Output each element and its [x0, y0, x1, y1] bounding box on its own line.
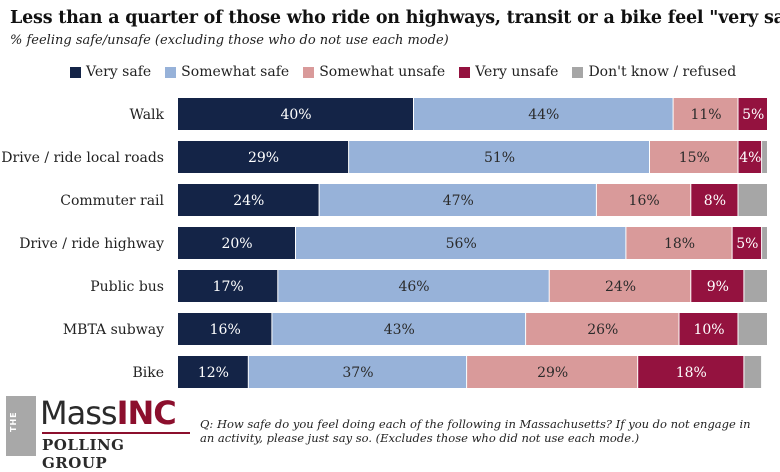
value-label: 43% [384, 322, 415, 338]
value-label: 12% [198, 365, 229, 381]
legend-swatch [572, 66, 584, 78]
bar-segment [638, 356, 744, 388]
bar-segment [319, 184, 596, 216]
category-label: Drive / ride highway [19, 236, 164, 252]
legend-swatch [459, 66, 471, 78]
logo-rule [42, 432, 190, 434]
value-label: 20% [221, 236, 252, 252]
value-label: 9% [707, 279, 729, 295]
bar-segment [691, 270, 744, 302]
bar-segment [526, 313, 679, 345]
legend: Very safe Somewhat safe Somewhat unsafe Ver… [70, 62, 750, 82]
value-label: 11% [690, 107, 721, 123]
value-label: 17% [213, 279, 244, 295]
value-label: 29% [248, 150, 279, 166]
chart-subtitle: % feeling safe/unsafe (excluding those w… [10, 33, 449, 48]
legend-label: Somewhat unsafe [319, 64, 446, 80]
legend-label: Somewhat safe [181, 64, 290, 80]
bar-segment [762, 141, 767, 173]
value-label: 40% [280, 107, 311, 123]
legend-label: Very safe [86, 64, 152, 80]
value-label: 46% [398, 279, 429, 295]
legend-label: Don't know / refused [588, 64, 737, 80]
bar-segment [691, 184, 738, 216]
bar-segment [679, 313, 738, 345]
value-label: 24% [233, 193, 264, 209]
category-label: Walk [130, 107, 165, 123]
value-label: 4% [739, 150, 761, 166]
bar-segment [596, 184, 691, 216]
bar-segment [272, 313, 526, 345]
value-label: 18% [664, 236, 695, 252]
value-label: 5% [736, 236, 758, 252]
category-label: MBTA subway [63, 322, 164, 338]
logo-mass: Mass [40, 394, 118, 432]
legend-item: Somewhat unsafe [303, 64, 445, 80]
legend-swatch [165, 66, 177, 78]
category-label: Public bus [90, 279, 164, 295]
value-label: 16% [629, 193, 660, 209]
legend-label: Very unsafe [475, 64, 559, 80]
bar-segment [178, 270, 278, 302]
bar-segment [673, 98, 738, 130]
logo-inc: INC [116, 394, 177, 432]
legend-item: Very unsafe [459, 64, 558, 80]
value-label: 47% [443, 193, 474, 209]
legend-swatch [303, 66, 315, 78]
value-label: 15% [679, 150, 710, 166]
value-label: 29% [537, 365, 568, 381]
value-label: 16% [210, 322, 241, 338]
bar-segment [349, 141, 649, 173]
bar-segment [744, 270, 767, 302]
value-label: 51% [484, 150, 515, 166]
bar-segment [738, 98, 767, 130]
logo-subtitle: POLLING GROUP [42, 436, 125, 472]
category-label: Bike [132, 365, 164, 381]
bar-segment [650, 141, 738, 173]
legend-item: Don't know / refused [572, 64, 736, 80]
bar-segment [414, 98, 673, 130]
value-label: 44% [528, 107, 559, 123]
value-label: 10% [693, 322, 724, 338]
category-label: Commuter rail [60, 193, 164, 209]
value-label: 5% [742, 107, 764, 123]
bar-segment [278, 270, 549, 302]
value-label: 37% [342, 365, 373, 381]
value-label: 24% [605, 279, 636, 295]
legend-item: Very safe [70, 64, 151, 80]
bar-segment [738, 141, 762, 173]
bar-segment [738, 313, 767, 345]
bar-segment [178, 98, 413, 130]
bar-segment [762, 227, 767, 259]
bar-segment [178, 184, 319, 216]
category-label: Drive / ride local roads [1, 150, 164, 166]
value-label: 8% [704, 193, 726, 209]
logo-the-text: THE [9, 411, 18, 432]
value-label: 26% [587, 322, 618, 338]
value-label: 56% [446, 236, 477, 252]
bar-segment [178, 227, 295, 259]
chart-title: Less than a quarter of those who ride on… [10, 8, 780, 28]
massinc-logo: THE MassINC POLLING GROUP [6, 394, 192, 472]
footnote: Q: How safe do you feel doing each of th… [200, 417, 751, 445]
stacked-bar-chart: Walk 40% 44% 11% 5% Drive / ride local roads 2… [1, 98, 767, 388]
legend-item: Somewhat safe [165, 64, 289, 80]
bar-segment [744, 356, 762, 388]
bar-segment [732, 227, 762, 259]
legend-swatch [70, 66, 81, 78]
value-label: 18% [676, 365, 707, 381]
bar-segment [549, 270, 691, 302]
logo-wordmark: MassINC [40, 394, 177, 432]
bar-segment [626, 227, 732, 259]
bar-segment [738, 184, 767, 216]
bar-segment [178, 356, 248, 388]
bar-segment [178, 313, 272, 345]
logo-strip [6, 396, 36, 456]
bar-segment [296, 227, 626, 259]
bar-segment [248, 356, 467, 388]
bar-segment [178, 141, 349, 173]
bar-segment [467, 356, 638, 388]
